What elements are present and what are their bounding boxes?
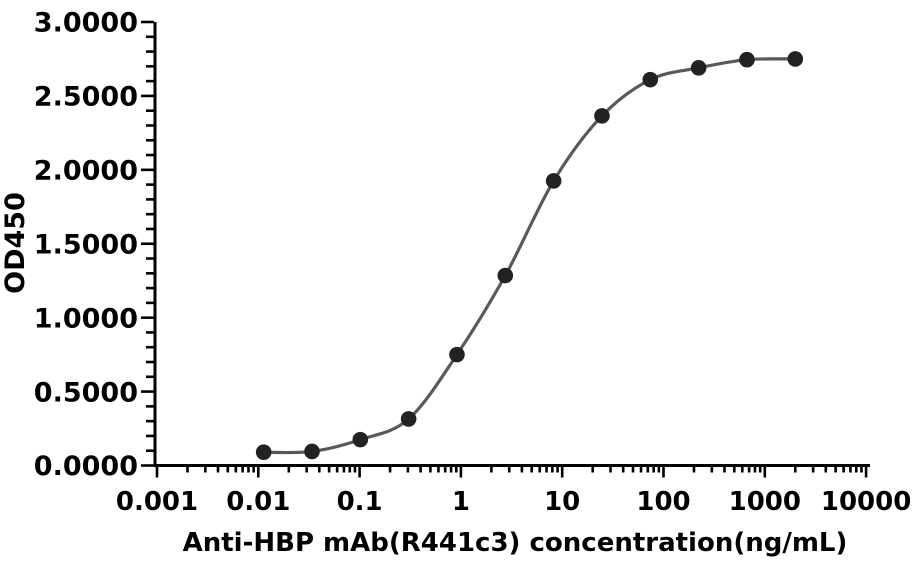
x-tick-label: 10: [544, 487, 580, 517]
data-point-marker: [642, 71, 659, 88]
x-tick-label: 0.01: [226, 487, 290, 517]
y-tick-label: 1.5000: [34, 229, 138, 260]
data-point-marker: [594, 108, 610, 124]
x-tick-label: 0.001: [116, 487, 198, 517]
x-tick-label: 100: [636, 487, 690, 517]
data-point-marker: [787, 51, 804, 67]
x-tick-label: 1: [452, 487, 470, 517]
data-point-marker: [545, 173, 562, 189]
fit-curve: [263, 57, 796, 455]
y-tick-label: 1.0000: [34, 303, 138, 334]
data-point-marker: [449, 346, 465, 363]
x-tick-label: 0.1: [337, 487, 383, 517]
data-point-marker: [739, 51, 755, 68]
tick-labels-layer: 0.0000 0.5000 1.0000 1.5000 2.0000 2.5000 3.00…: [34, 8, 912, 517]
data-point-marker: [352, 431, 369, 448]
data-point-marker: [304, 443, 320, 460]
data-point-marker: [255, 444, 272, 461]
x-tick-label: 10000: [821, 487, 911, 517]
y-tick-label: 3.0000: [34, 8, 138, 39]
y-tick-label: 2.0000: [34, 156, 138, 187]
data-point-marker: [690, 60, 707, 76]
ticks-layer: [141, 20, 868, 478]
y-tick-label: 0.5000: [34, 377, 138, 408]
data-point-marker: [497, 267, 514, 284]
x-axis-title: Anti-HBP mAb(R441c3) concentration(ng/mL…: [183, 528, 848, 558]
y-tick-label: 0.0000: [34, 451, 138, 482]
y-axis-title: OD450: [0, 192, 31, 294]
data-point-marker: [400, 411, 417, 427]
axes-layer: [153, 22, 870, 467]
axis-lines: [153, 22, 870, 467]
x-tick-label: 1000: [729, 487, 801, 517]
data-points-layer: [255, 51, 804, 461]
y-tick-label: 2.5000: [34, 82, 138, 113]
